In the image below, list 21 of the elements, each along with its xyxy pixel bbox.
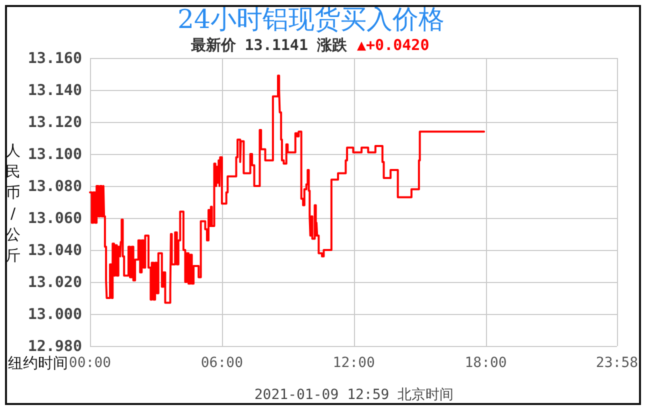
x-tick-label: 06:00: [200, 355, 244, 371]
x-axis-title: 纽约时间: [8, 354, 68, 372]
y-axis-title: 人民币/公斤: [6, 142, 20, 264]
y-tick-label: 13.080: [28, 177, 82, 195]
x-tick-label: 18:00: [464, 355, 507, 371]
y-tick-label: 13.040: [28, 241, 82, 259]
y-tick-label: 12.980: [28, 337, 82, 355]
text: 2021-01-09 12:59 北京时间: [254, 387, 454, 403]
chart-title: 24小时铝现货买入价格: [177, 5, 445, 35]
y-tick-label: 13.160: [28, 49, 82, 67]
chart-subtitle: 最新价 13.1141 涨跌: [190, 36, 348, 54]
y-tick-label: 13.120: [28, 113, 82, 131]
text: ▲+0.0420: [357, 36, 430, 54]
y-tick-label: 13.020: [28, 273, 82, 291]
y-tick-label: 13.100: [28, 145, 82, 163]
y-tick-label: 13.000: [28, 305, 82, 323]
y-tick-label: 13.060: [28, 209, 82, 227]
x-tick-label: 12:00: [332, 355, 375, 371]
y-tick-label: 13.140: [28, 81, 82, 99]
x-tick-label: 23:58: [596, 355, 638, 371]
x-tick-label: 00:00: [68, 355, 112, 371]
